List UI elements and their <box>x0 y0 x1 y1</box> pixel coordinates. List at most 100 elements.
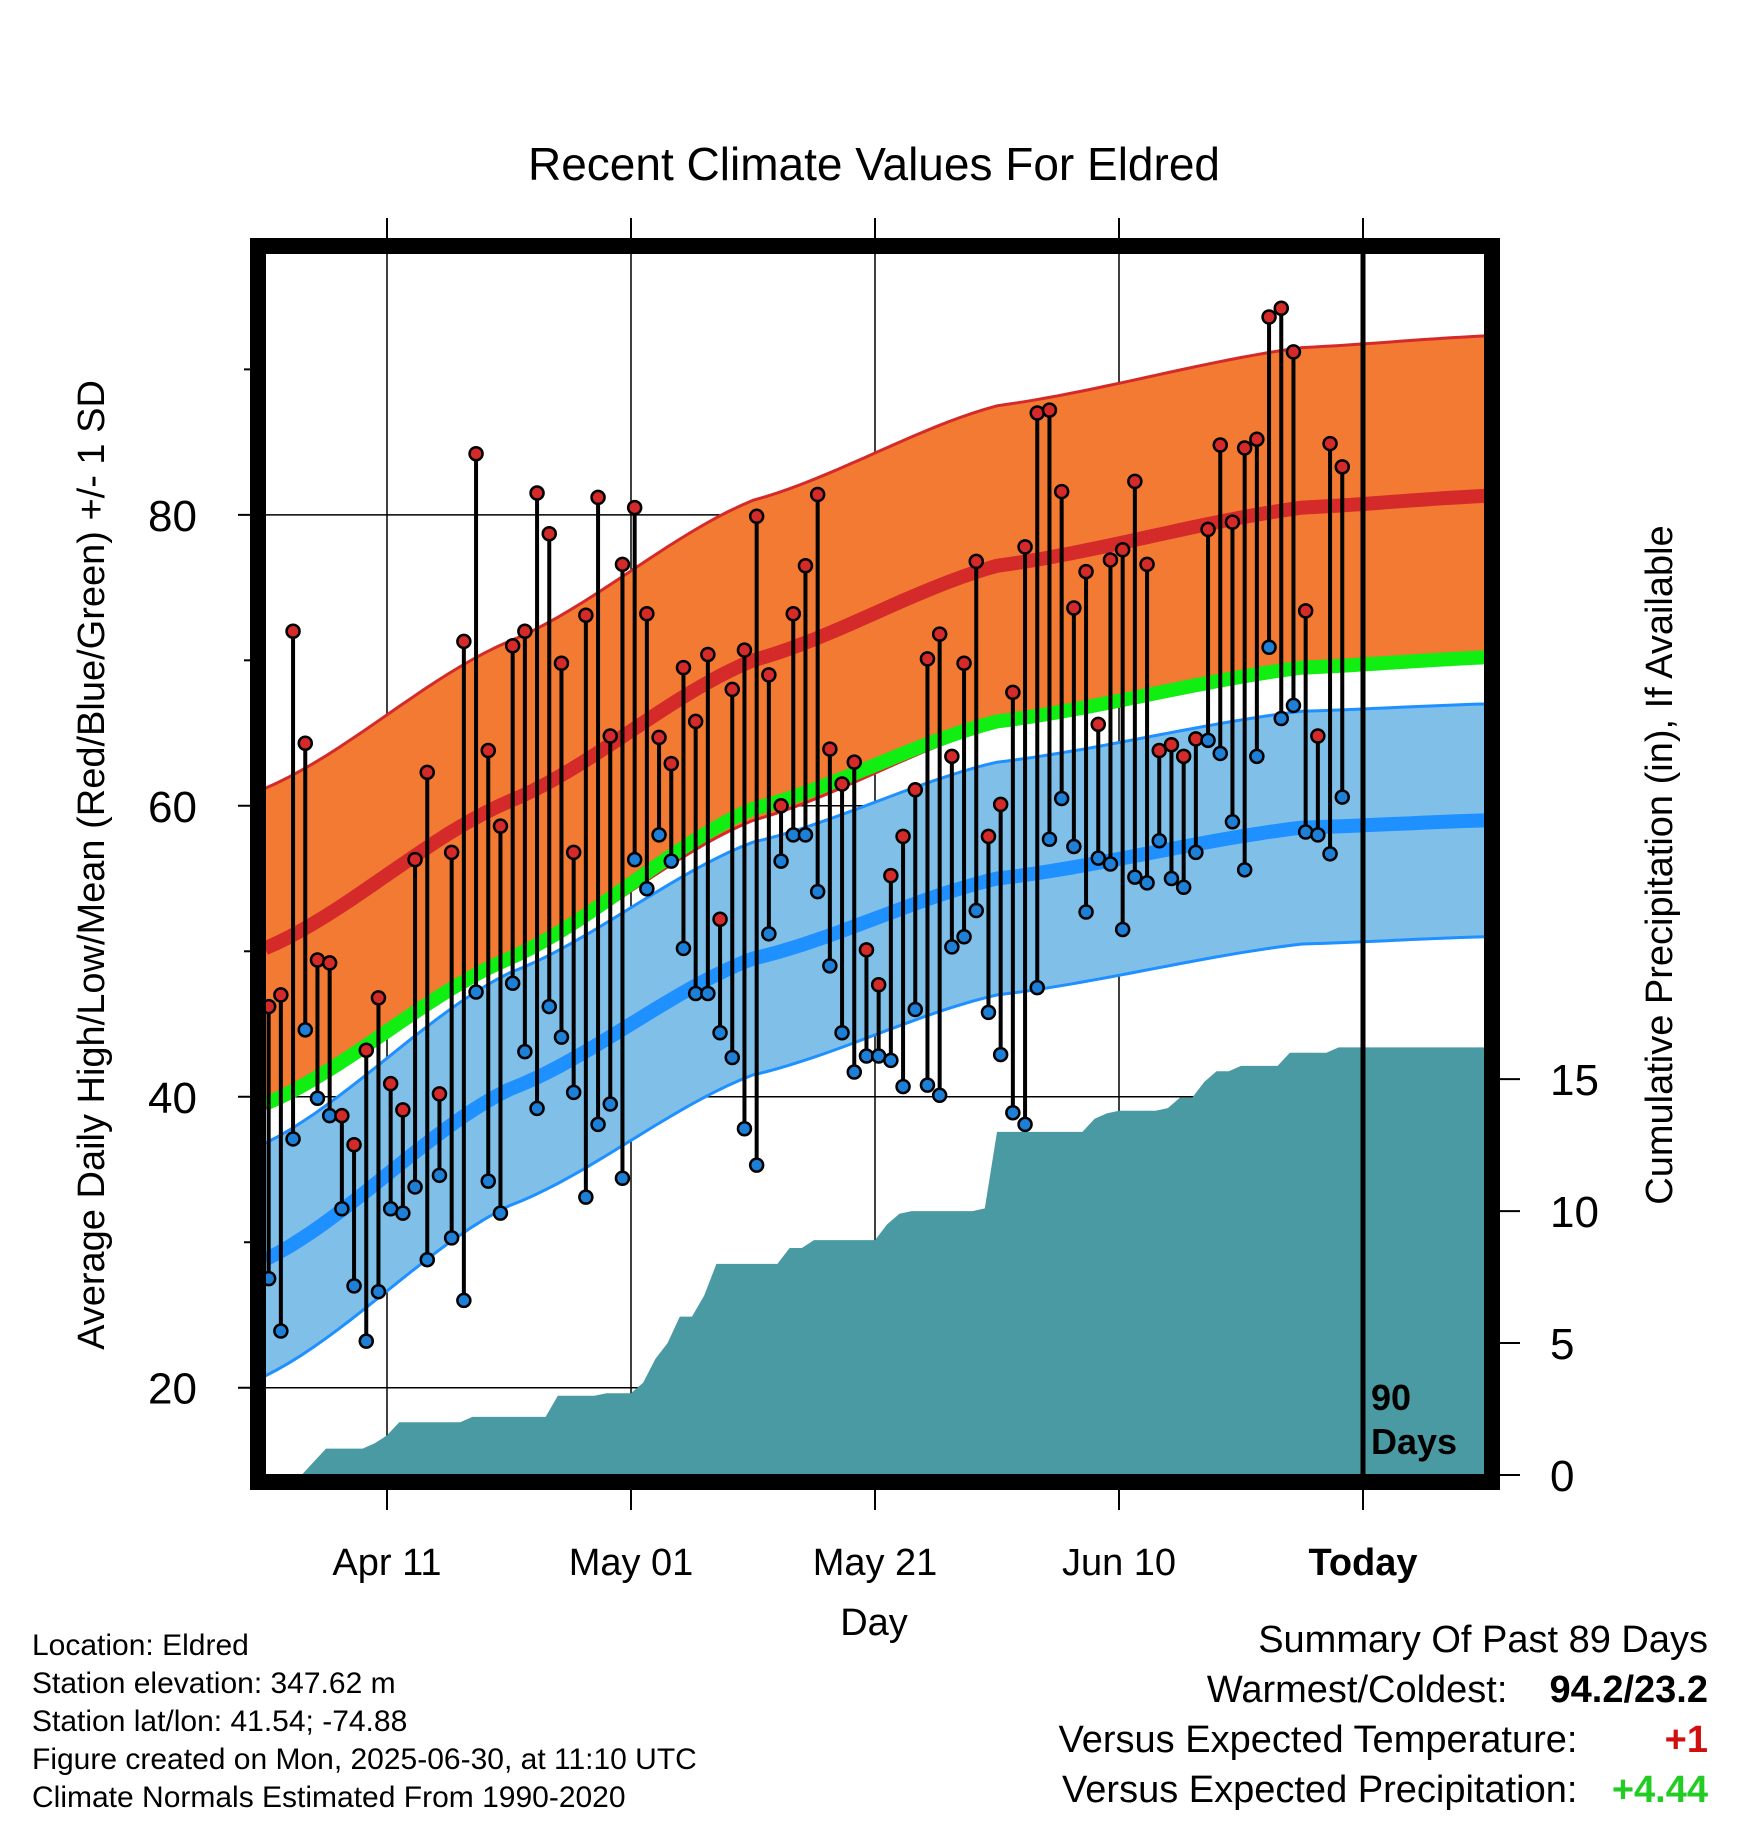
x-axis-label: Day <box>840 1602 908 1644</box>
y-tick-label-right: 0 <box>1550 1452 1574 1501</box>
high-point <box>370 990 387 1006</box>
high-point <box>346 1137 362 1153</box>
low-point <box>1200 732 1216 749</box>
high-point <box>846 754 863 770</box>
low-point <box>895 1078 911 1095</box>
chart-title: Recent Climate Values For Eldred <box>528 138 1220 190</box>
high-point <box>675 659 692 676</box>
high-point <box>1139 556 1155 573</box>
low-point <box>712 1025 728 1041</box>
low-point <box>1066 838 1082 855</box>
x-tick-label: Apr 11 <box>332 1542 441 1584</box>
low-point <box>1139 875 1155 891</box>
low-point <box>590 1116 606 1133</box>
low-point <box>797 827 814 843</box>
low-point <box>1041 831 1058 848</box>
high-point <box>1102 552 1119 568</box>
high-point <box>968 553 985 570</box>
high-point <box>565 844 582 861</box>
high-point <box>419 764 436 781</box>
high-point <box>407 851 423 868</box>
high-point <box>492 818 509 834</box>
low-point <box>1334 789 1351 805</box>
low-point <box>1212 745 1229 762</box>
low-point <box>834 1025 850 1041</box>
today-days-label: 90 <box>1371 1377 1411 1418</box>
high-point <box>858 942 875 958</box>
high-point <box>1297 603 1314 619</box>
temp-value: +1 <box>1664 1719 1708 1761</box>
high-point <box>382 1075 399 1092</box>
y-tick-label-left: 20 <box>148 1365 197 1414</box>
high-point <box>907 782 924 798</box>
high-point <box>931 626 948 642</box>
low-point <box>968 902 985 919</box>
low-point <box>883 1052 899 1069</box>
high-point <box>773 798 789 814</box>
low-point <box>809 883 826 900</box>
low-point <box>992 1046 1009 1063</box>
low-point <box>602 1096 619 1112</box>
high-point <box>468 446 484 462</box>
high-point <box>1078 563 1094 580</box>
low-point <box>370 1283 387 1300</box>
low-point <box>541 998 558 1015</box>
low-point <box>736 1121 753 1137</box>
high-point <box>265 998 277 1015</box>
low-point <box>431 1167 448 1184</box>
created-text: Figure created on Mon, 2025-06-30, at 11… <box>32 1743 697 1776</box>
low-point <box>1236 862 1253 878</box>
high-point <box>1053 483 1070 500</box>
high-point <box>480 742 497 759</box>
high-point <box>504 638 521 654</box>
low-point <box>346 1278 362 1294</box>
high-point <box>358 1042 375 1058</box>
high-point <box>1334 459 1351 475</box>
low-point <box>492 1205 509 1221</box>
high-point <box>944 748 960 765</box>
high-point <box>1310 728 1326 744</box>
low-point <box>1224 814 1241 830</box>
summary-temp: Versus Expected Temperature: +1 <box>1059 1715 1708 1765</box>
high-point <box>785 606 802 622</box>
high-point <box>663 755 680 772</box>
low-point <box>468 984 484 1000</box>
high-point <box>895 828 911 845</box>
high-point <box>712 911 728 928</box>
high-point <box>1017 539 1033 555</box>
low-point <box>395 1205 411 1221</box>
low-point <box>407 1179 423 1195</box>
high-point <box>431 1086 448 1102</box>
latlon-text: Station lat/lon: 41.54; -74.88 <box>32 1705 408 1738</box>
summary-panel: Summary Of Past 89 Days Warmest/Coldest:… <box>1059 1615 1708 1815</box>
high-point <box>1175 748 1192 765</box>
high-point <box>761 667 777 683</box>
high-point <box>626 499 643 516</box>
low-point <box>529 1100 545 1117</box>
low-point <box>1005 1105 1021 1121</box>
warm-cold-label: Warmest/Coldest: <box>1206 1669 1508 1711</box>
normals-text: Climate Normals Estimated From 1990-2020 <box>32 1781 626 1814</box>
summary-warm-cold: Warmest/Coldest: 94.2/23.2 <box>1059 1665 1708 1715</box>
high-point <box>1188 731 1204 747</box>
low-point <box>517 1043 533 1060</box>
low-point <box>273 1323 289 1339</box>
y-tick-label-right: 5 <box>1550 1320 1574 1369</box>
low-point <box>846 1064 863 1080</box>
y-tick-label-left: 40 <box>148 1074 197 1123</box>
low-point <box>334 1201 350 1217</box>
high-point <box>980 828 997 845</box>
x-tick-label: Jun 10 <box>1062 1542 1176 1584</box>
high-point <box>834 776 850 792</box>
high-point <box>321 955 338 971</box>
high-point <box>700 646 716 663</box>
low-point <box>1297 824 1314 840</box>
low-point <box>1102 856 1119 872</box>
low-point <box>456 1292 472 1309</box>
low-point <box>1261 639 1277 655</box>
low-point <box>504 975 521 992</box>
low-point <box>1285 697 1302 714</box>
high-point <box>1114 542 1131 558</box>
x-tick-label: May 01 <box>569 1542 694 1584</box>
